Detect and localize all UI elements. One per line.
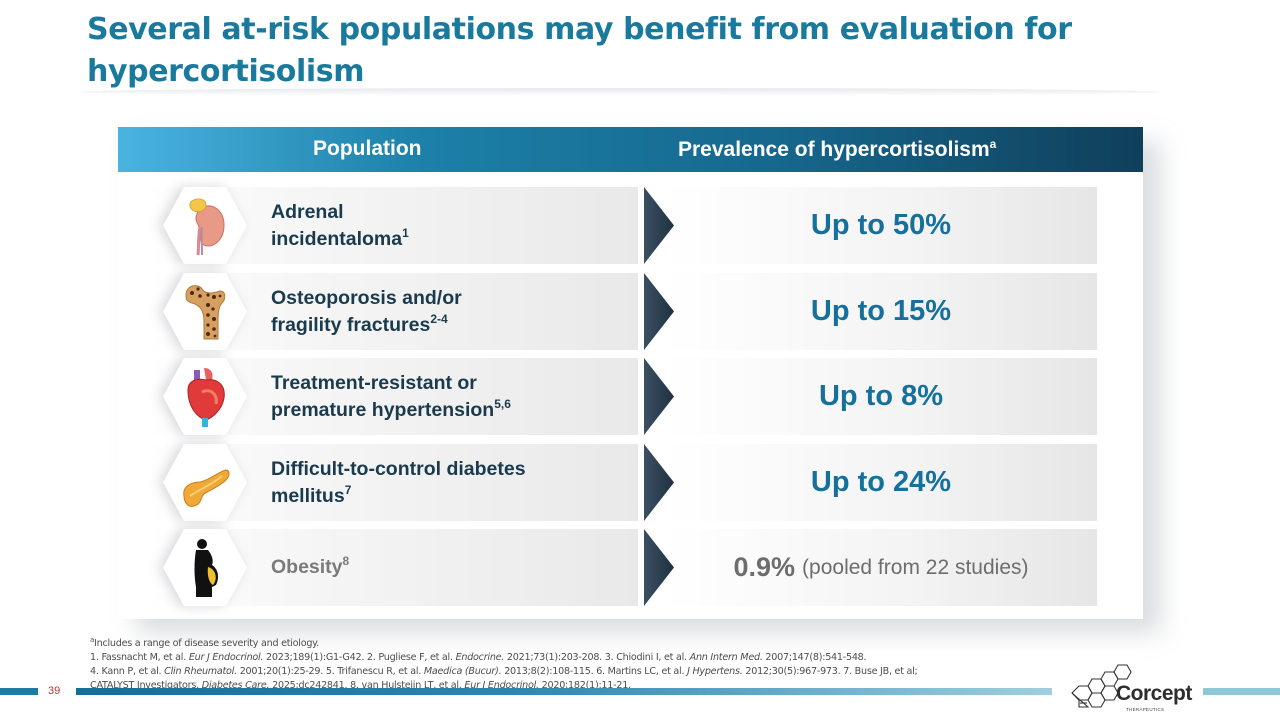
reference-text: 1. Fassnacht M, et al. xyxy=(90,652,189,664)
hexagon-molecule-icon xyxy=(1071,664,1132,708)
table-row: Difficult-to-control diabetes mellitus7 Up… xyxy=(118,444,1143,521)
table-header: Population Prevalence of hypercortisolis… xyxy=(118,127,1143,172)
reference-text: 2020;182(1):11-21. xyxy=(538,680,631,692)
population-label-line2: premature hypertension xyxy=(271,398,495,421)
prevalence-number: Up to 15% xyxy=(810,295,952,327)
population-label-line2: mellitus xyxy=(271,484,345,507)
prevalence-cell-bg xyxy=(665,444,1097,521)
heart-icon-frame xyxy=(163,358,247,435)
reference-text: 2013;8(2):108-115. 6. Martins LC, et al. xyxy=(501,666,688,678)
footer-bar-right xyxy=(1203,688,1280,695)
table-row: Treatment-resistant or premature hyperten… xyxy=(118,358,1143,435)
population-label: Osteoporosis and/or fragility fractures2-… xyxy=(271,273,641,350)
table-row: Obesity8 0.9% (pooled from 22 studies) xyxy=(118,529,1143,606)
corcept-logo: Corcept THERAPEUTICS xyxy=(1068,660,1198,720)
population-label-line1: Treatment-resistant or xyxy=(271,371,477,394)
reference-text: 2012;30(5):967-973. 7. Buse JB, et al; xyxy=(742,666,918,678)
reference-text: 2025:dc242841. 8. van Hulsteijn LT, et a… xyxy=(269,680,465,692)
title-area: Several at-risk populations may benefit … xyxy=(0,0,1280,100)
kidney-adrenal-icon-frame xyxy=(163,187,247,264)
journal-name: Diabetes Care. xyxy=(201,680,270,692)
journal-name: Endocrine. xyxy=(455,652,505,664)
population-label-line1: Osteoporosis and/or xyxy=(271,286,462,309)
reference-line-3: CATALYST Investigators. Diabetes Care. 2… xyxy=(90,679,1070,693)
journal-name: Ann Intern Med. xyxy=(689,652,763,664)
footnotes: aIncludes a range of disease severity an… xyxy=(90,633,1070,693)
population-label-line1: Adrenal xyxy=(271,200,344,223)
journal-name: Eur J Endocrinol. xyxy=(188,652,264,664)
population-label: Treatment-resistant or premature hyperten… xyxy=(271,358,641,435)
chevron-right-icon xyxy=(644,358,674,435)
prevalence-value: 0.9% (pooled from 22 studies) xyxy=(665,529,1097,606)
journal-name: J Hypertens. xyxy=(687,666,743,678)
page-number: 39 xyxy=(48,685,61,697)
population-label: Adrenal incidentaloma1 xyxy=(271,187,641,264)
reference-text: 2021;73(1):203-208. 3. Chiodini I, et al… xyxy=(504,652,690,664)
pancreas-icon-frame xyxy=(163,444,247,521)
footnote-a-marker: a xyxy=(90,636,95,644)
chevron-right-icon xyxy=(644,187,674,264)
femur-bone-icon-frame xyxy=(163,273,247,350)
reference-text: CATALYST Investigators. xyxy=(90,680,202,692)
header-prevalence: Prevalence of hypercortisolisma xyxy=(678,137,996,162)
prevalence-value: Up to 50% xyxy=(665,187,1097,264)
prevalence-value: Up to 15% xyxy=(665,273,1097,350)
reference-superscript: 1 xyxy=(402,225,409,240)
chevron-right-icon xyxy=(644,529,674,606)
prevalence-cell-bg xyxy=(665,358,1097,435)
reference-text: 2001;20(1):25-29. 5. Trifanescu R, et al… xyxy=(236,666,424,678)
prevalence-number: Up to 8% xyxy=(818,380,944,412)
header-population: Population xyxy=(313,137,422,160)
reference-superscript: 8 xyxy=(342,554,350,568)
header-prevalence-text: Prevalence of hypercortisolism xyxy=(678,138,990,161)
table-row: Osteoporosis and/or fragility fractures2-… xyxy=(118,273,1143,350)
logo-subtitle: THERAPEUTICS xyxy=(1126,707,1165,712)
footer-bar-left xyxy=(0,688,38,695)
table-row: Adrenal incidentaloma1 Up to 50% xyxy=(118,187,1143,264)
slide-title: Several at-risk populations may benefit … xyxy=(87,12,1072,89)
reference-text: 4. Kann P, et al. xyxy=(90,666,165,678)
reference-superscript: 5,6 xyxy=(494,396,511,411)
population-label: Difficult-to-control diabetes mellitus7 xyxy=(271,444,641,521)
reference-line-2: 4. Kann P, et al. Clin Rheumatol. 2001;2… xyxy=(90,665,1070,679)
footnote-a-text: Includes a range of disease severity and… xyxy=(94,638,320,650)
prevalence-cell-bg xyxy=(665,187,1097,264)
prevalence-number: 0.9% xyxy=(733,552,796,582)
prevalence-number: Up to 24% xyxy=(810,466,952,498)
reference-superscript: 7 xyxy=(344,482,352,497)
prevalence-number: Up to 50% xyxy=(810,209,952,241)
obese-person-icon-frame xyxy=(163,529,247,606)
reference-text: 2023;189(1):G1-G42. 2. Pugliese F, et al… xyxy=(263,652,456,664)
footer-bar-middle xyxy=(76,688,1052,695)
logo-wordmark: Corcept xyxy=(1116,682,1192,705)
prevalence-value: Up to 8% xyxy=(665,358,1097,435)
prevalence-cell-bg xyxy=(665,529,1097,606)
journal-name: Clin Rheumatol. xyxy=(164,666,237,678)
prevalence-cell-bg xyxy=(665,273,1097,350)
reference-text: 2007;147(8):541-548. xyxy=(762,652,867,664)
reference-superscript: 2-4 xyxy=(430,311,448,326)
prevalence-value: Up to 24% xyxy=(665,444,1097,521)
footnote-a: aIncludes a range of disease severity an… xyxy=(90,633,1070,651)
population-label-line1: Obesity xyxy=(271,556,343,578)
title-shadow xyxy=(80,88,1160,96)
chevron-right-icon xyxy=(644,444,674,521)
journal-name: Eur J Endocrinol. xyxy=(464,680,539,692)
prevalence-table: Population Prevalence of hypercortisolis… xyxy=(118,127,1143,619)
chevron-right-icon xyxy=(644,273,674,350)
journal-name: Maedica (Bucur). xyxy=(423,666,502,678)
population-label-line2: fragility fractures xyxy=(271,313,431,336)
population-label-line2: incidentaloma xyxy=(271,227,403,250)
population-label: Obesity8 xyxy=(271,529,641,606)
header-footnote-marker: a xyxy=(989,137,997,151)
population-label-line1: Difficult-to-control diabetes xyxy=(271,457,526,480)
prevalence-note: (pooled from 22 studies) xyxy=(802,555,1029,579)
reference-line-1: 1. Fassnacht M, et al. Eur J Endocrinol.… xyxy=(90,651,1070,665)
